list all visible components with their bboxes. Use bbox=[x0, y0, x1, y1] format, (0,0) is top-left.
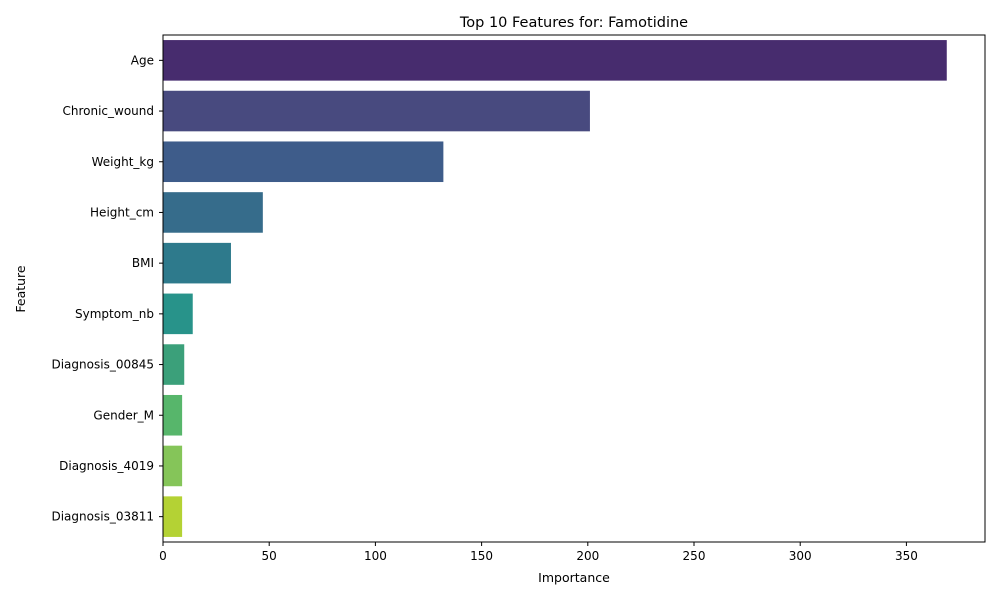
y-ticks: Age Chronic_wound Weight_kg Height_cm BMI Sym… bbox=[51, 53, 163, 524]
x-axis-label: Importance bbox=[538, 570, 610, 585]
y-tick-label: Diagnosis_4019 bbox=[59, 459, 154, 473]
x-tick-label: 350 bbox=[895, 549, 918, 563]
y-tick-label: Chronic_wound bbox=[62, 104, 154, 118]
y-tick-label: Gender_M bbox=[93, 408, 154, 422]
x-tick-label: 200 bbox=[576, 549, 599, 563]
x-tick-label: 100 bbox=[364, 549, 387, 563]
x-tick-label: 50 bbox=[262, 549, 277, 563]
y-tick-label: Height_cm bbox=[90, 205, 154, 219]
y-tick-label: Symptom_nb bbox=[75, 307, 154, 321]
bar-diagnosis-03811 bbox=[163, 496, 183, 537]
y-tick-label: Age bbox=[131, 53, 154, 67]
chart-title: Top 10 Features for: Famotidine bbox=[459, 15, 688, 31]
y-tick-label: BMI bbox=[132, 256, 154, 270]
y-tick-label: Diagnosis_00845 bbox=[51, 358, 154, 372]
bar-bmi bbox=[163, 242, 231, 284]
x-ticks: 0 50 100 150 200 250 300 350 bbox=[159, 542, 918, 563]
y-tick-label: Diagnosis_03811 bbox=[51, 510, 154, 524]
x-tick-label: 0 bbox=[159, 549, 167, 563]
bar-symptom-nb bbox=[163, 293, 193, 335]
y-axis-label: Feature bbox=[13, 265, 28, 313]
x-tick-label: 250 bbox=[683, 549, 706, 563]
bars-layer bbox=[163, 40, 947, 537]
y-tick-label: Weight_kg bbox=[92, 155, 154, 169]
bar-diagnosis-00845 bbox=[163, 344, 185, 385]
bar-weight-kg bbox=[163, 141, 444, 183]
x-tick-label: 300 bbox=[789, 549, 812, 563]
bar-diagnosis-4019 bbox=[163, 445, 183, 487]
bar-height-cm bbox=[163, 192, 263, 233]
x-tick-label: 150 bbox=[470, 549, 493, 563]
bar-age bbox=[163, 40, 947, 81]
axes-frame bbox=[162, 34, 986, 543]
bar-chronic-wound bbox=[163, 90, 590, 132]
bar-gender-m bbox=[163, 394, 183, 436]
